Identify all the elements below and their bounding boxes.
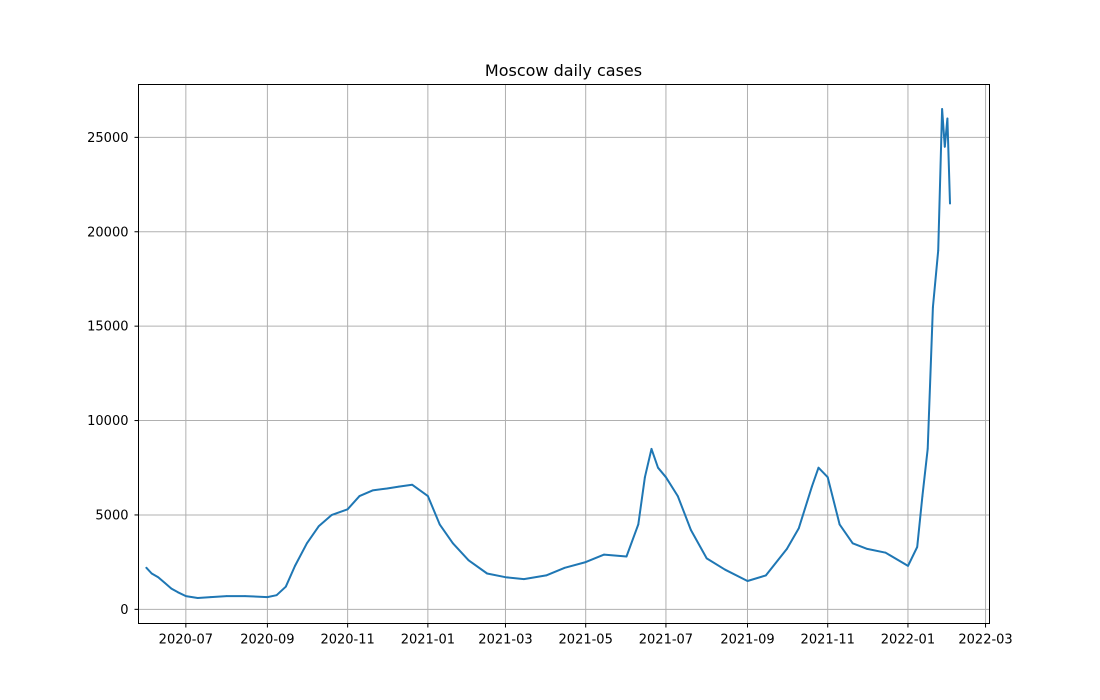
data-point <box>244 595 246 598</box>
data-point <box>724 568 727 571</box>
data-point <box>786 548 788 550</box>
data-point <box>746 580 749 582</box>
data-point <box>317 525 320 528</box>
data-point <box>386 487 388 490</box>
data-point <box>196 597 199 599</box>
data-point <box>937 249 940 252</box>
data-point <box>411 483 413 486</box>
y-tick-label: 10000 <box>87 414 128 429</box>
data-point <box>941 108 944 110</box>
data-point <box>294 565 296 567</box>
x-tick-label: 2021-01 <box>401 633 455 648</box>
plot-frame <box>138 84 990 624</box>
data-point <box>838 523 841 526</box>
data-point <box>358 495 361 497</box>
y-tick-label: 20000 <box>87 225 128 240</box>
data-point <box>603 553 606 556</box>
x-tick-label: 2022-03 <box>958 633 1012 648</box>
series-layer <box>145 108 951 599</box>
y-tick-label: 5000 <box>95 508 128 523</box>
data-point <box>866 548 869 550</box>
data-point <box>225 595 228 598</box>
data-point <box>371 489 374 492</box>
x-tick-label: 2022-01 <box>881 633 935 648</box>
data-point <box>584 561 587 564</box>
grid <box>138 84 990 624</box>
data-point <box>932 306 934 309</box>
data-point <box>797 527 800 530</box>
data-point <box>209 596 212 598</box>
x-tick-label: 2020-07 <box>159 633 213 648</box>
data-point <box>690 529 692 531</box>
data-point <box>451 542 454 545</box>
data-point <box>346 508 349 511</box>
data-point <box>177 591 179 594</box>
x-tick-label: 2021-03 <box>478 633 532 648</box>
data-point <box>522 578 525 581</box>
x-axis: 2020-07 2020-09 2020-11 2021-01 2021-03 2021-… <box>159 623 1013 648</box>
data-point <box>921 495 924 497</box>
data-point <box>625 555 628 558</box>
data-point <box>504 576 507 579</box>
data-point <box>657 466 659 469</box>
data-point <box>398 485 400 488</box>
x-tick-label: 2021-11 <box>801 633 855 648</box>
data-point <box>943 145 946 148</box>
chart-title: Moscow daily cases <box>485 61 642 80</box>
data-point <box>907 565 909 567</box>
data-point <box>817 466 820 469</box>
data-point <box>467 559 470 562</box>
data-point <box>563 566 566 569</box>
data-point <box>637 523 640 526</box>
data-point <box>650 447 653 450</box>
data-point <box>486 572 488 575</box>
data-point <box>275 594 278 597</box>
data-point <box>884 551 887 554</box>
y-tick-label: 0 <box>120 603 128 618</box>
data-point <box>438 523 441 526</box>
y-axis: 0 5000 10000 15000 20000 25000 <box>87 131 139 618</box>
data-point <box>150 572 153 575</box>
x-tick-label: 2020-09 <box>240 633 294 648</box>
data-point <box>811 485 813 488</box>
data-point <box>163 582 166 584</box>
data-point <box>330 514 333 516</box>
data-point <box>184 595 187 598</box>
data-point <box>826 476 829 479</box>
data-point <box>266 596 269 598</box>
data-point <box>157 576 160 579</box>
data-point <box>643 476 646 479</box>
data-point <box>145 566 148 569</box>
data-point <box>305 542 308 545</box>
series-line <box>145 108 951 599</box>
y-tick-label: 25000 <box>87 131 128 146</box>
x-tick-label: 2021-09 <box>720 633 774 648</box>
data-point <box>705 557 708 560</box>
data-point <box>426 495 429 497</box>
x-tick-label: 2020-11 <box>320 633 374 648</box>
data-point <box>916 546 919 548</box>
data-point <box>545 574 548 577</box>
data-point <box>851 542 854 545</box>
data-point <box>284 585 287 588</box>
y-tick-label: 15000 <box>87 320 128 335</box>
data-point <box>926 447 929 450</box>
data-point <box>676 495 679 497</box>
data-point <box>665 476 667 479</box>
data-point <box>764 574 767 577</box>
data-point <box>949 202 951 205</box>
x-tick-label: 2021-05 <box>559 633 613 648</box>
data-point <box>946 117 949 120</box>
x-tick-label: 2021-07 <box>639 633 693 648</box>
data-point <box>170 587 173 590</box>
